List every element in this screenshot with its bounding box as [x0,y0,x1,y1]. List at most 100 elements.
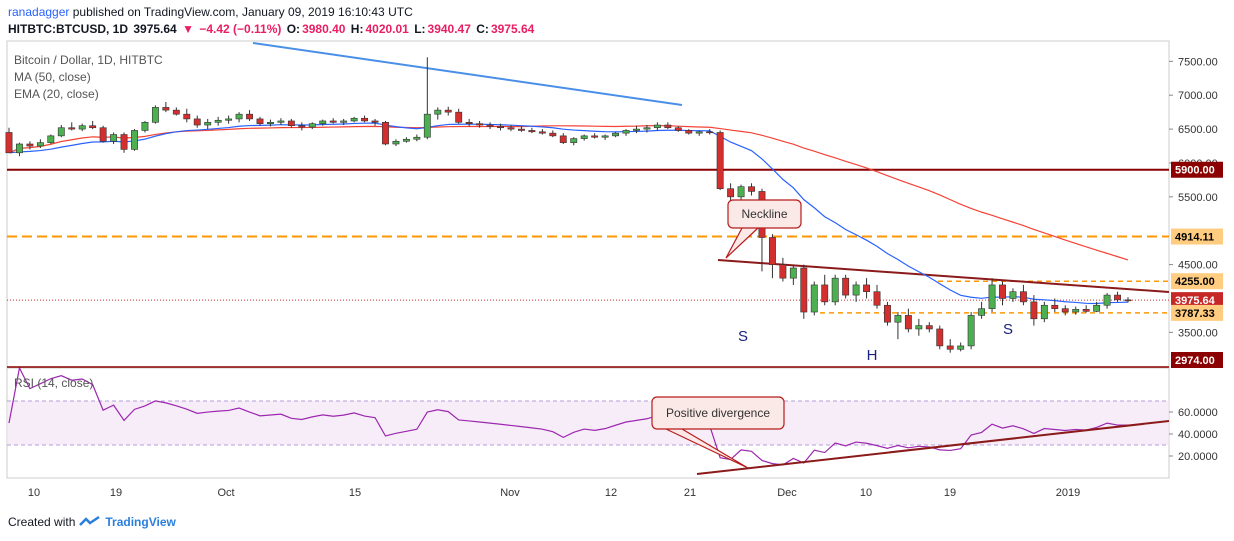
candle-body [183,113,191,120]
price-tick-label: 7000.00 [1178,90,1218,102]
candle-body [518,128,525,131]
candle [967,312,975,350]
candle-body [455,111,463,123]
candle-body [580,135,588,139]
x-tick-label: Dec [777,487,797,499]
price-label-bg [1171,304,1223,321]
x-tick-label: 19 [944,487,956,499]
candle-body [904,315,912,330]
candle [1009,288,1017,302]
candle-body [800,267,808,313]
candle-body [936,328,944,347]
candle [444,106,452,116]
candle [47,134,55,144]
open-label: O: [286,22,301,36]
candle [497,123,504,131]
candle [999,281,1006,306]
candle-body [884,304,891,323]
candle [68,122,76,131]
candle [925,322,933,333]
candle-body [110,134,118,142]
candle [298,122,306,131]
candle-body [329,120,337,123]
x-tick-label: 19 [110,487,122,499]
candle [748,183,755,196]
candle [842,274,850,299]
candle [831,274,839,306]
candle-body [486,124,494,127]
candle-body [1040,304,1048,320]
neckline-callout: Neckline [725,199,802,259]
candle-body [1093,304,1101,312]
rsi-tick-label: 60.0000 [1178,407,1218,419]
candle-body [1082,309,1090,312]
candle [622,129,630,136]
downtrend-line [252,42,683,106]
candle-body [36,142,44,147]
candle [256,116,264,126]
ma-legend: MA (50, close) [14,70,91,84]
candle [1093,301,1101,313]
candle-body [99,127,107,142]
candle-body [26,143,34,147]
candle-body [925,325,933,330]
candle [99,125,107,143]
high-label: H: [350,22,364,36]
candle-body [831,277,839,303]
candle-body [978,308,986,316]
candle [716,130,724,191]
candle [235,112,243,123]
x-tick-label: 15 [349,487,361,499]
author-link[interactable]: ranadagger [8,5,70,19]
candle-body [999,284,1006,299]
neckline-callout-pointer [725,227,759,259]
candle [894,312,902,340]
candle [1019,284,1027,306]
candle [706,129,714,135]
rsi-line [8,366,1129,466]
price-label-bg [1171,228,1223,245]
x-tick-label: 10 [860,487,872,499]
x-tick-label: 12 [605,487,617,499]
last-price: 3975.64 [133,22,177,36]
candle-body [476,123,484,126]
candle-body [382,122,389,145]
divergence-callout-pointer [665,428,749,469]
candle [664,122,672,130]
candle-body [622,130,630,134]
close-value: 3975.64 [490,22,535,36]
x-tick-label: Oct [217,487,234,499]
candle [141,120,149,133]
candle-body [340,120,348,123]
candle-body [204,122,212,126]
candle-body [591,135,599,138]
candle [549,130,557,138]
candle-body [612,132,619,137]
candle [382,120,389,146]
candle-body [727,188,735,198]
candle [612,131,619,138]
candle-body [89,125,97,129]
candle-body [1051,304,1059,309]
candle-body [298,125,306,128]
rsi-legend: RSI (14, close) [14,376,94,390]
candle-body [810,284,818,313]
price-tick-label: 6500.00 [1178,124,1218,136]
rsi-tick-label: 40.0000 [1178,429,1218,441]
high-value: 4020.01 [365,22,409,36]
candle-body [1009,291,1017,299]
candle [16,142,23,157]
price-label-bg [1171,273,1223,290]
candle [936,325,944,350]
candle-body [68,127,76,130]
left-shoulder-label: S [738,328,748,345]
candle [267,119,274,127]
candle [486,122,494,130]
tradingview-logo-icon [79,515,101,526]
candle [633,125,640,134]
candle [852,281,860,302]
candle-body [570,138,578,143]
tradingview-brand[interactable]: TradingView [105,515,176,529]
candle [361,115,369,123]
